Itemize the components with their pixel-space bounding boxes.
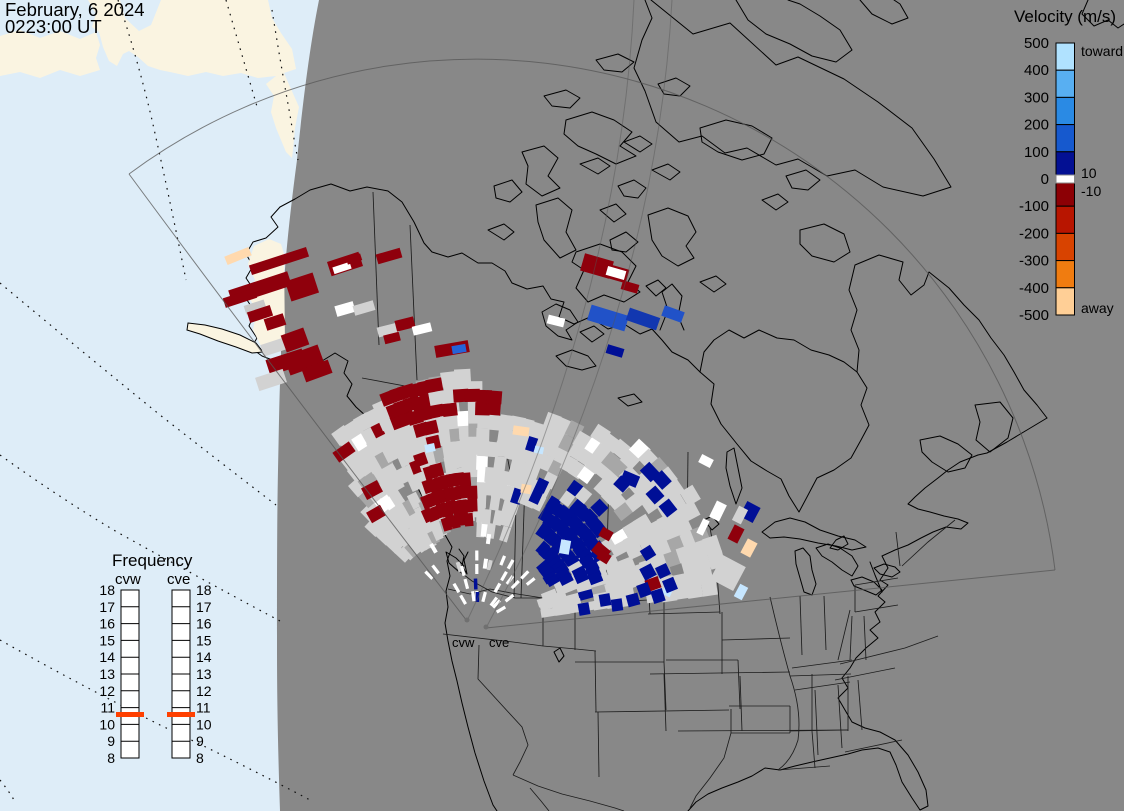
svg-text:Velocity (m/s): Velocity (m/s) — [1014, 7, 1116, 26]
svg-text:17: 17 — [99, 599, 115, 615]
svg-text:300: 300 — [1024, 89, 1049, 106]
svg-text:15: 15 — [196, 632, 212, 648]
svg-text:500: 500 — [1024, 35, 1049, 52]
svg-text:February, 6 2024: February, 6 2024 — [5, 0, 145, 20]
svg-text:12: 12 — [99, 683, 115, 699]
svg-text:200: 200 — [1024, 117, 1049, 134]
svg-text:-10: -10 — [1081, 183, 1101, 199]
svg-text:0223:00 UT: 0223:00 UT — [5, 16, 102, 37]
svg-text:cve: cve — [489, 635, 509, 650]
svg-text:cvw: cvw — [452, 635, 475, 650]
svg-text:-300: -300 — [1019, 253, 1049, 270]
svg-text:away: away — [1081, 300, 1114, 316]
svg-text:16: 16 — [99, 616, 115, 632]
svg-text:14: 14 — [99, 649, 115, 665]
svg-text:8: 8 — [196, 750, 204, 766]
svg-text:18: 18 — [196, 582, 212, 598]
svg-text:Frequency: Frequency — [112, 551, 193, 570]
svg-text:-100: -100 — [1019, 198, 1049, 215]
svg-text:16: 16 — [196, 616, 212, 632]
svg-text:100: 100 — [1024, 144, 1049, 161]
svg-text:11: 11 — [100, 700, 115, 716]
svg-text:0: 0 — [1041, 171, 1049, 188]
svg-text:400: 400 — [1024, 62, 1049, 79]
svg-text:9: 9 — [107, 733, 115, 749]
svg-text:12: 12 — [196, 683, 212, 699]
svg-text:15: 15 — [99, 632, 115, 648]
svg-text:9: 9 — [196, 733, 204, 749]
svg-text:-200: -200 — [1019, 225, 1049, 242]
svg-text:8: 8 — [107, 750, 115, 766]
svg-text:-400: -400 — [1019, 280, 1049, 297]
svg-text:-500: -500 — [1019, 307, 1049, 324]
svg-text:18: 18 — [99, 582, 115, 598]
svg-text:13: 13 — [99, 666, 115, 682]
svg-text:17: 17 — [196, 599, 212, 615]
svg-text:cve: cve — [167, 571, 190, 588]
svg-text:13: 13 — [196, 666, 212, 682]
svg-text:cvw: cvw — [115, 571, 141, 588]
svg-text:10: 10 — [196, 716, 212, 732]
svg-text:11: 11 — [196, 700, 211, 716]
svg-text:10: 10 — [99, 716, 115, 732]
svg-text:10: 10 — [1081, 165, 1097, 181]
svg-text:toward: toward — [1081, 43, 1123, 59]
svg-text:14: 14 — [196, 649, 212, 665]
